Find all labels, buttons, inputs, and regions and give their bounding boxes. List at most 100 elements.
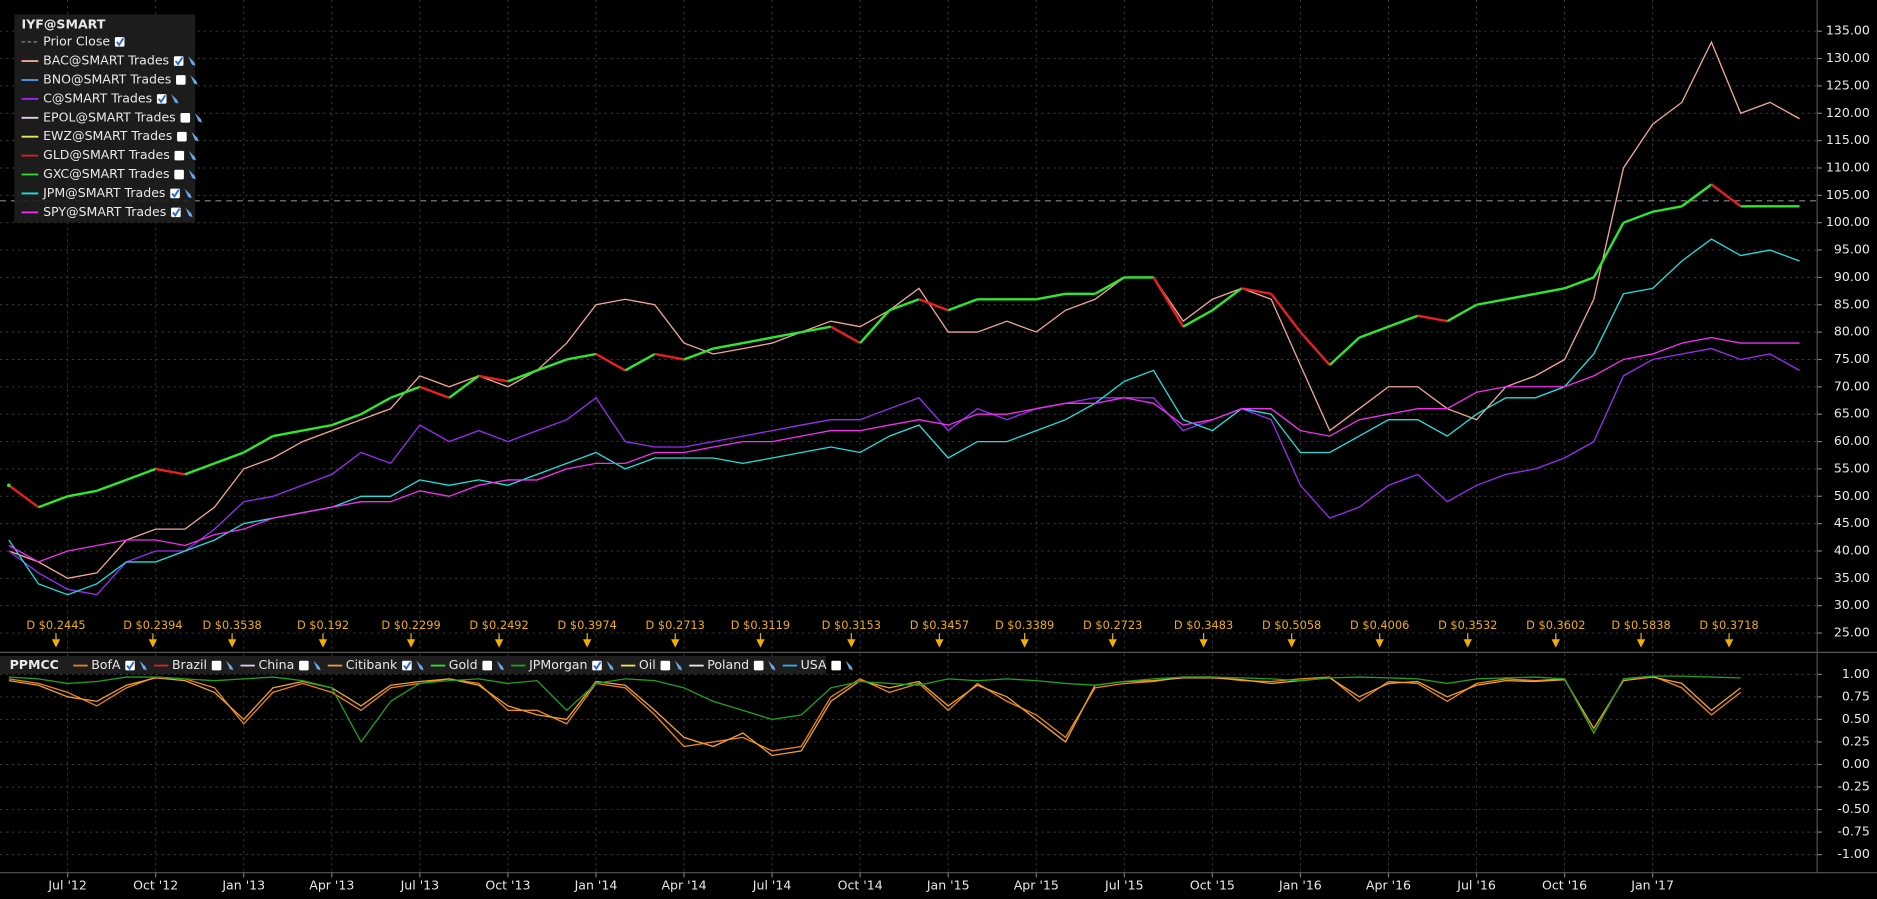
legend-checkbox[interactable] [173,56,184,66]
price-bar-start [7,483,11,488]
checkbox-box [660,660,671,671]
checkbox-check [174,56,184,66]
y-tick-label: 60.00 [1834,433,1870,448]
price-bar-segment [713,341,744,350]
dividend-label: D $0.2394 [123,618,182,632]
legend-label: Oil [639,657,656,672]
legend-checkbox[interactable] [176,75,186,85]
dividend-label: D $0.2723 [1083,618,1142,632]
dividend-label: D $0.3538 [202,618,261,632]
price-bar-segment [624,352,656,372]
legend-checkbox[interactable] [177,131,187,142]
settings-icon[interactable] [185,207,193,218]
legend-checkbox[interactable] [171,207,181,218]
price-bar-segment [1270,293,1302,333]
y-tick-label: 110.00 [1826,159,1870,174]
x-tick-label: Oct '12 [133,877,178,892]
price-bar-segment [1036,292,1066,301]
settings-icon[interactable] [188,150,197,161]
checkbox-check [172,208,181,217]
settings-icon[interactable] [139,660,147,671]
x-tick-label: Jul '16 [1456,877,1496,892]
legend-checkbox[interactable] [156,94,167,104]
series-line [8,40,1800,579]
x-tick-label: Jan '14 [574,877,618,892]
settings-icon[interactable] [416,660,424,671]
legend-checkbox[interactable] [125,660,135,671]
dividend-marker [1724,639,1734,648]
legend-label: BofA [91,657,121,672]
price-bar-segment [888,298,920,312]
checkbox-check [403,661,412,671]
settings-icon[interactable] [674,660,683,671]
dividend-label: D $0.2713 [646,618,705,632]
legend-checkbox[interactable] [180,113,191,123]
legend-checkbox[interactable] [174,169,184,180]
price-bar-segment [683,347,714,361]
legend-checkbox[interactable] [753,660,764,671]
dividend-label: D $0.3389 [995,618,1054,632]
y-tick-label: -0.75 [1837,824,1869,839]
price-bar-segment [595,352,626,372]
settings-icon[interactable] [845,660,853,671]
settings-icon[interactable] [606,660,614,671]
dividend-label: D $0.5058 [1262,618,1321,632]
legend-checkbox[interactable] [170,188,180,199]
checkbox-check [115,37,125,47]
legend-checkbox[interactable] [211,660,222,671]
settings-icon[interactable] [188,169,196,180]
price-bar-segment [1417,314,1448,323]
settings-icon[interactable] [184,188,192,199]
settings-icon[interactable] [226,660,234,671]
x-tick-label: Apr '13 [309,877,354,892]
price-bar-segment [1094,276,1125,295]
y-tick-label: 90.00 [1834,269,1870,284]
settings-icon[interactable] [194,113,203,123]
price-bar-segment [536,358,568,372]
legend-checkbox[interactable] [402,660,412,671]
legend-label: Gold [449,657,478,672]
settings-icon[interactable] [768,660,776,671]
legend-checkbox[interactable] [174,150,185,161]
price-bar-segment [771,330,802,339]
legend-checkbox[interactable] [592,660,602,671]
dividend-label: D $0.192 [297,618,349,632]
settings-icon[interactable] [191,131,199,142]
settings-icon[interactable] [496,660,504,671]
legend-checkbox[interactable] [831,660,841,671]
price-bar-segment [1535,287,1565,295]
x-tick-label: Oct '16 [1542,877,1587,892]
legend-checkbox[interactable] [482,660,493,671]
price-bar-segment [243,435,274,454]
y-tick-label: 135.00 [1826,23,1870,38]
price-bar-segment [1299,331,1331,366]
x-tick-label: Jul '14 [752,877,792,892]
x-tick-label: Apr '14 [661,877,706,892]
y-tick-label: 0.75 [1842,688,1870,703]
dividend-marker [1636,639,1646,648]
y-tick-label: 25.00 [1834,625,1870,640]
price-bar-segment [1211,287,1243,312]
legend-label: Poland [707,657,749,672]
dividend-label: D $0.3602 [1526,618,1585,632]
legend-label: JPM@SMART Trades [42,185,165,200]
dividend-label: D $0.3153 [822,618,881,632]
settings-icon[interactable] [188,56,196,66]
price-bar-segment [8,484,40,509]
legend-checkbox[interactable] [299,660,309,671]
x-tick-label: Apr '16 [1366,877,1411,892]
settings-icon[interactable] [313,660,321,671]
y-tick-label: 105.00 [1826,187,1870,202]
legend-label: EPOL@SMART Trades [43,109,176,124]
price-bar-segment [96,478,127,492]
legend-label: EWZ@SMART Trades [43,128,172,143]
settings-icon[interactable] [190,75,198,85]
legend-label: GXC@SMART Trades [43,166,169,181]
legend-checkbox[interactable] [660,660,671,671]
dividend-marker [494,639,504,648]
settings-icon[interactable] [171,94,179,104]
y-tick-label: 50.00 [1834,488,1870,503]
legend-checkbox[interactable] [114,37,125,47]
price-bar-segment [654,352,685,361]
